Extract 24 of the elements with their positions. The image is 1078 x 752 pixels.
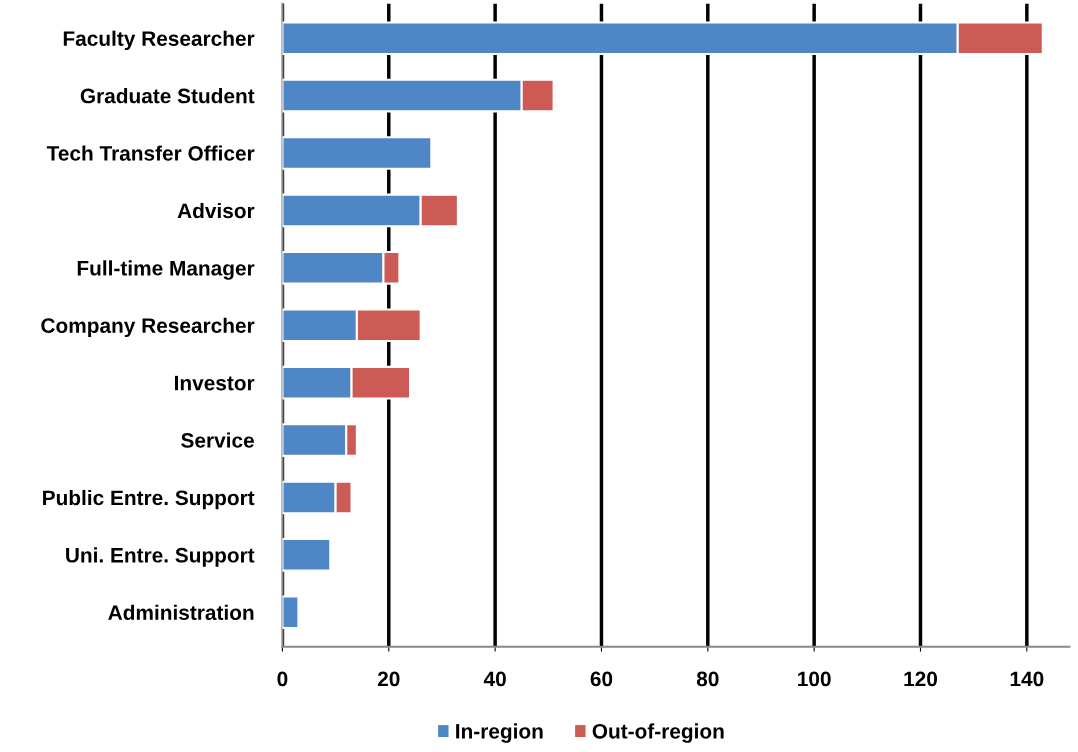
bar	[282, 595, 300, 630]
x-tick-label: 20	[377, 671, 400, 687]
y-tick-label: Company Researcher	[41, 317, 255, 338]
x-tick-label: 140	[1010, 671, 1044, 687]
y-tick-label: Graduate Student	[80, 88, 255, 104]
x-tick-label: 80	[696, 671, 719, 687]
legend-label: In-region	[456, 723, 543, 743]
x-tick-label: 120	[904, 671, 938, 687]
y-tick-label: Administration	[108, 604, 254, 621]
y-tick-label: Uni. Entre. Support	[66, 547, 255, 567]
x-tick-label: 60	[590, 671, 613, 687]
y-tick-label: Service	[181, 432, 254, 448]
y-tick-label: Advisor	[177, 202, 255, 219]
bar	[282, 538, 332, 572]
y-tick-label: Investor	[175, 375, 255, 391]
y-tick-label: Full-time Manager	[77, 260, 255, 280]
x-tick-label: 0	[277, 671, 288, 687]
bar	[282, 136, 433, 170]
y-tick-label: Public Entre. Support	[43, 489, 255, 510]
y-tick-label: Tech Transfer Officer	[46, 145, 255, 161]
x-tick-label: 100	[798, 671, 831, 687]
x-tick-label: 40	[483, 671, 506, 687]
y-tick-label: Faculty Researcher	[63, 30, 255, 51]
legend-label: Out-of-region	[592, 723, 724, 743]
